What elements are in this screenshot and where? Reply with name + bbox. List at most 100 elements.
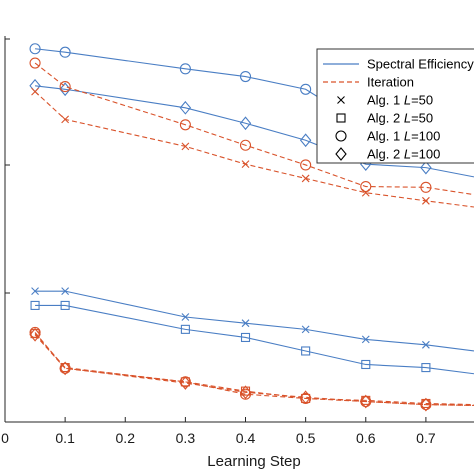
x-marker-stroke — [31, 87, 39, 96]
x-marker-stroke — [361, 335, 370, 344]
square-marker — [361, 359, 371, 370]
x-marker — [61, 287, 70, 296]
diamond-marker — [29, 327, 41, 342]
diamond-marker — [335, 147, 347, 161]
legend-label: Spectral Efficiency — [367, 57, 474, 72]
square-marker — [240, 332, 251, 343]
x-marker — [31, 87, 39, 96]
series-line — [35, 85, 474, 178]
circle-marker — [360, 395, 372, 408]
series-line — [35, 290, 474, 352]
diamond-marker — [420, 397, 432, 412]
circle-marker — [239, 70, 252, 83]
x-marker-stroke — [61, 115, 70, 124]
x-marker-stroke — [181, 313, 190, 321]
circle-marker — [29, 43, 41, 55]
legend-entry: Iteration — [323, 75, 414, 90]
x-marker-stroke — [301, 325, 310, 334]
x-marker — [181, 313, 190, 321]
x-marker-stroke — [31, 287, 39, 296]
series-spectral_efficiency-diamond — [29, 78, 474, 178]
circle-marker — [335, 130, 347, 142]
legend-label: Alg. 2 L=100 — [367, 147, 440, 162]
x-tick-label: 0.7 — [416, 430, 436, 446]
legend-entry: Alg. 1 L=100 — [335, 129, 440, 144]
series-spectral_efficiency-square — [30, 300, 474, 375]
circle-marker — [179, 119, 191, 131]
x-marker — [422, 196, 430, 205]
circle-marker — [300, 83, 312, 95]
series-line — [34, 334, 474, 406]
x-marker — [337, 96, 345, 104]
series-iteration-square — [30, 329, 474, 409]
circle-marker — [59, 46, 71, 58]
circle-marker — [29, 326, 41, 338]
legend-box — [316, 48, 474, 164]
x-tick-label: 0 — [1, 430, 9, 446]
square-marker — [60, 300, 70, 310]
series-iteration-x — [31, 87, 474, 208]
x-marker-stroke — [61, 287, 70, 296]
x-marker — [361, 335, 370, 344]
x-marker-stroke — [337, 96, 345, 104]
x-marker-stroke — [181, 142, 190, 151]
series-line — [35, 304, 474, 375]
square-marker — [30, 300, 40, 310]
diamond-marker — [179, 100, 192, 115]
diamond-marker — [299, 133, 312, 148]
legend-entry: Spectral Efficiency — [323, 57, 474, 72]
circle-marker — [420, 181, 432, 193]
x-tick-label: 0.3 — [176, 430, 196, 446]
circle-marker — [300, 159, 312, 171]
legend-label: Alg. 2 L=50 — [367, 111, 433, 126]
x-marker-stroke — [241, 160, 250, 169]
series-line — [34, 91, 474, 208]
series-spectral_efficiency-x — [31, 287, 474, 352]
x-tick-label: 0.6 — [356, 430, 376, 446]
legend-entry: Alg. 2 L=100 — [335, 147, 440, 162]
circle-marker — [239, 388, 252, 400]
x-tick-label: 0.5 — [296, 430, 316, 446]
series-iteration-diamond — [29, 327, 474, 412]
legend-label: Alg. 1 L=50 — [367, 93, 433, 108]
x-marker — [301, 325, 310, 334]
diamond-marker — [59, 361, 71, 376]
x-axis-label: Learning Step — [207, 453, 300, 470]
x-marker-stroke — [361, 188, 370, 197]
diamond-marker — [420, 160, 432, 175]
square-marker — [421, 363, 431, 373]
x-marker — [241, 319, 250, 328]
series-line — [34, 333, 474, 406]
series-iteration-circle — [29, 326, 474, 411]
x-tick-label: 0.2 — [116, 430, 136, 446]
circle-marker — [29, 57, 41, 69]
circle-marker — [360, 180, 372, 193]
legend-label: Alg. 1 L=100 — [367, 129, 440, 144]
series-iteration-circle — [29, 57, 474, 196]
x-marker — [301, 174, 310, 183]
x-tick-label: 0.4 — [236, 430, 256, 446]
square-marker — [336, 113, 346, 123]
x-marker — [181, 142, 190, 151]
square-marker — [301, 346, 311, 356]
legend: Spectral Efficiency Iteration Alg. 1 L=50 A… — [316, 48, 474, 164]
circle-marker — [59, 81, 71, 93]
x-marker — [61, 115, 70, 124]
circle-marker — [179, 63, 191, 75]
legend-entry: Alg. 2 L=50 — [336, 111, 433, 126]
x-marker — [361, 188, 370, 197]
x-marker — [31, 287, 39, 296]
legend-entry: Alg. 1 L=50 — [337, 93, 433, 108]
x-marker-stroke — [241, 319, 250, 328]
series-line — [34, 62, 474, 196]
x-tick-label: 0.1 — [55, 430, 75, 446]
x-marker — [241, 160, 250, 169]
square-marker — [180, 324, 190, 334]
x-marker — [422, 340, 430, 349]
series-line — [34, 332, 474, 406]
legend-label: Iteration — [367, 75, 414, 90]
circle-marker — [300, 392, 312, 405]
circle-marker — [239, 139, 252, 151]
diamond-marker — [239, 116, 252, 131]
